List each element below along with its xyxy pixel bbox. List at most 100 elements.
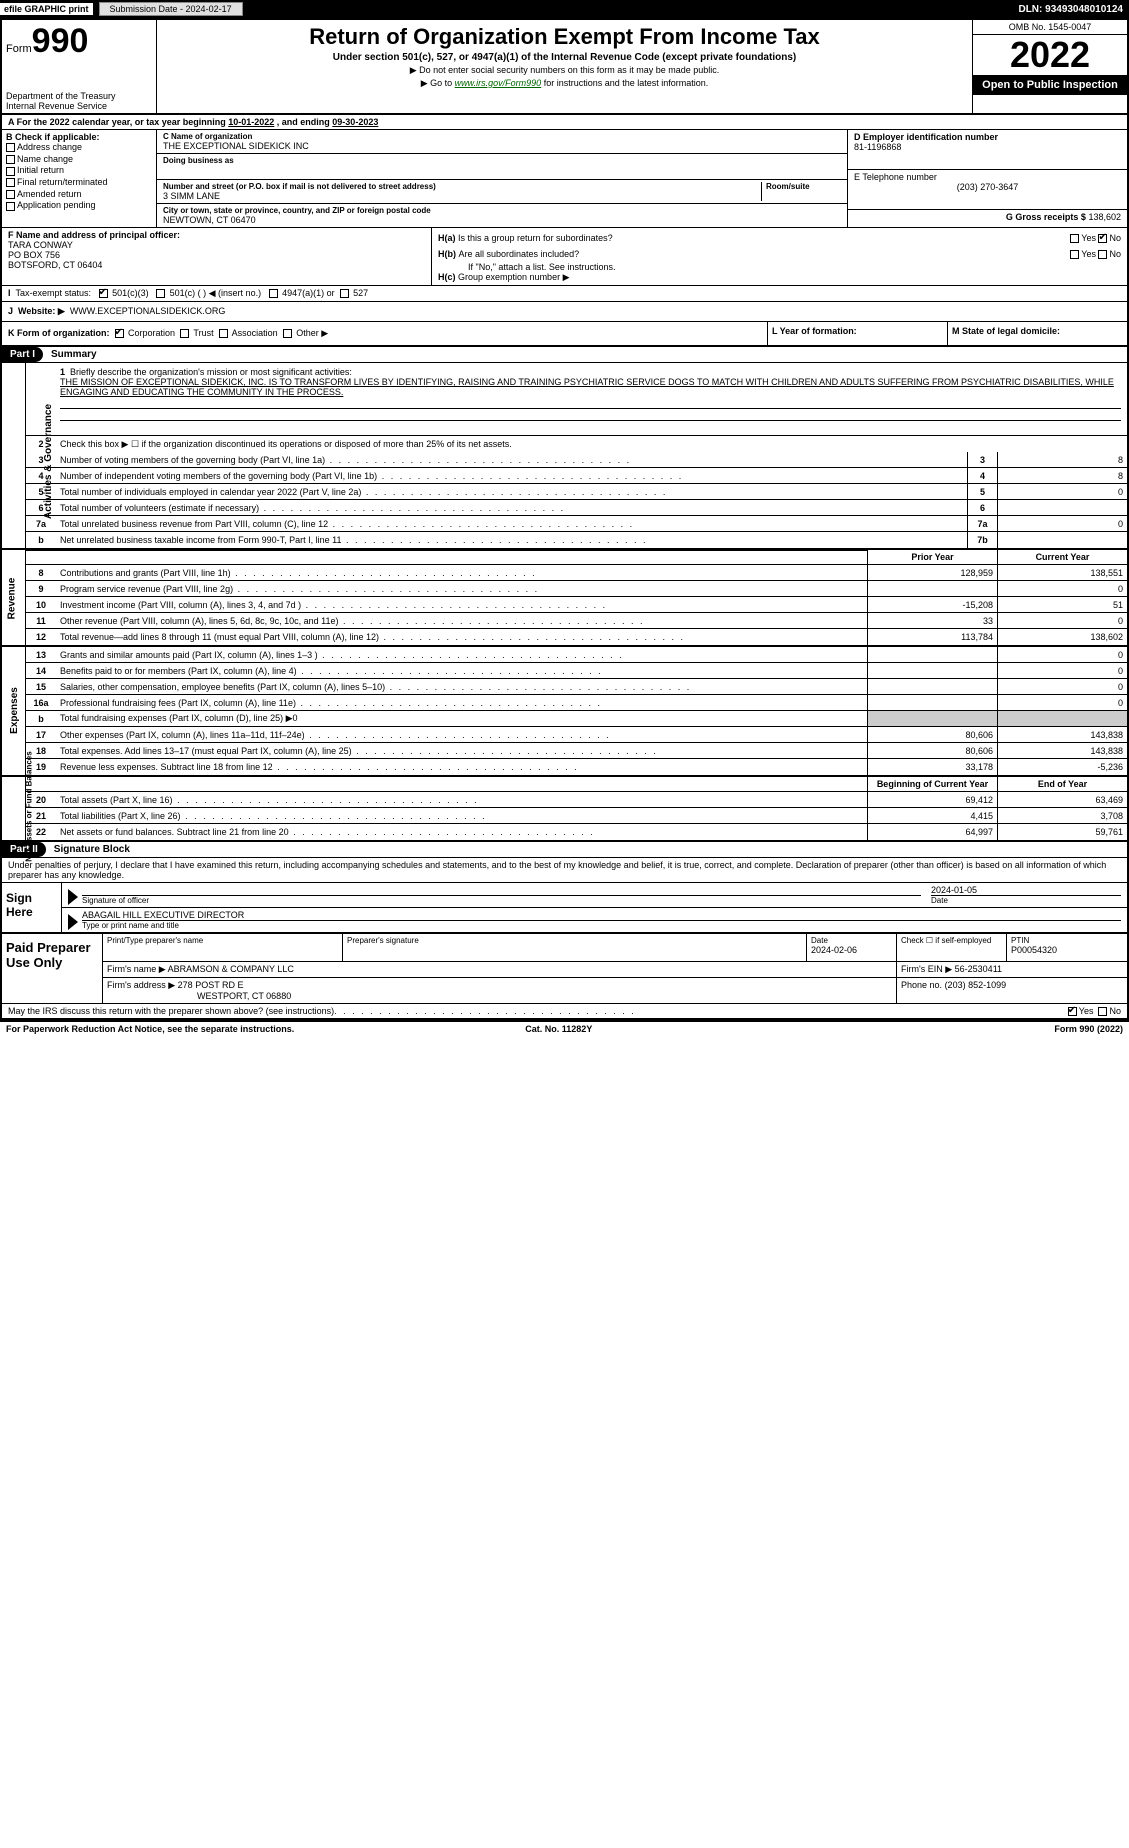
ha-no[interactable]: No <box>1098 233 1121 243</box>
page-footer: For Paperwork Reduction Act Notice, see … <box>0 1020 1129 1036</box>
line-6: 6 Total number of volunteers (estimate i… <box>26 500 1127 516</box>
line-15: 15 Salaries, other compensation, employe… <box>26 679 1127 695</box>
line-19: 19 Revenue less expenses. Subtract line … <box>26 759 1127 775</box>
line-b: b Net unrelated business taxable income … <box>26 532 1127 548</box>
line-3: 3 Number of voting members of the govern… <box>26 452 1127 468</box>
dba-label: Doing business as <box>163 156 841 165</box>
firm-ein: 56-2530411 <box>955 964 1002 974</box>
firm-name: ABRAMSON & COMPANY LLC <box>168 964 294 974</box>
date-label: Date <box>931 895 1121 905</box>
line-2: 2Check this box ▶ ☐ if the organization … <box>26 436 1127 452</box>
firm-name-label: Firm's name ▶ <box>107 964 166 974</box>
gross-value: 138,602 <box>1088 212 1121 222</box>
footer-left: For Paperwork Reduction Act Notice, see … <box>6 1024 294 1034</box>
cb-527[interactable]: 527 <box>340 288 369 299</box>
cb-501c3[interactable]: 501(c)(3) <box>99 288 149 299</box>
box-h: H(a) Is this a group return for subordin… <box>432 228 1127 285</box>
row-f-h: F Name and address of principal officer:… <box>2 228 1127 286</box>
firm-ein-label: Firm's EIN ▶ <box>901 964 952 974</box>
period-pre: A For the 2022 calendar year, or tax yea… <box>8 117 228 127</box>
box-b-label: B Check if applicable: <box>6 132 152 142</box>
website-value: WWW.EXCEPTIONALSIDEKICK.ORG <box>70 306 226 316</box>
line-b: b Total fundraising expenses (Part IX, c… <box>26 711 1127 727</box>
ein-label: D Employer identification number <box>854 132 1121 142</box>
q1-num: 1 <box>60 367 65 377</box>
line-9: 9 Program service revenue (Part VIII, li… <box>26 581 1127 597</box>
ein-value: 81-1196868 <box>854 142 1121 152</box>
hc-question: Group exemption number ▶ <box>458 272 569 282</box>
cb-name-change[interactable]: Name change <box>6 154 152 166</box>
form-number: Form990 <box>6 22 152 61</box>
phone-label: E Telephone number <box>854 172 1121 182</box>
cb-other[interactable]: Other ▶ <box>283 328 328 338</box>
line-7a: 7a Total unrelated business revenue from… <box>26 516 1127 532</box>
cb-amended[interactable]: Amended return <box>6 189 152 201</box>
officer-name: TARA CONWAY <box>8 240 425 250</box>
prep-row-2: Firm's name ▶ ABRAMSON & COMPANY LLC Fir… <box>103 962 1127 978</box>
state-domicile-label: M State of legal domicile: <box>952 326 1060 336</box>
row-j: J Website: ▶ WWW.EXCEPTIONALSIDEKICK.ORG <box>2 302 1127 322</box>
line-20: 20 Total assets (Part X, line 16) 69,412… <box>26 792 1127 808</box>
rev-col-header: Prior Year Current Year <box>26 550 1127 565</box>
ha-question: Is this a group return for subordinates? <box>458 233 1070 243</box>
irs-label: Internal Revenue Service <box>6 101 152 111</box>
hb-yes[interactable]: Yes <box>1070 249 1096 259</box>
line-4: 4 Number of independent voting members o… <box>26 468 1127 484</box>
side-net-label: Net Assets or Fund Balances <box>25 751 34 861</box>
col-begin: Beginning of Current Year <box>867 777 997 791</box>
cb-application-pending[interactable]: Application pending <box>6 200 152 212</box>
self-employed[interactable]: Check ☐ if self-employed <box>897 934 1007 961</box>
part1-title: Summary <box>43 349 97 360</box>
city-cell: City or town, state or province, country… <box>157 204 847 227</box>
cb-final-return[interactable]: Final return/terminated <box>6 177 152 189</box>
link-pre: ▶ Go to <box>421 78 455 88</box>
cb-501c[interactable]: 501(c) ( ) ◀ (insert no.) <box>156 288 261 299</box>
line-13: 13 Grants and similar amounts paid (Part… <box>26 647 1127 663</box>
hb-no[interactable]: No <box>1098 249 1121 259</box>
box-d-e-g: D Employer identification number 81-1196… <box>847 130 1127 227</box>
discuss-no[interactable]: No <box>1098 1006 1121 1016</box>
ha-label: H(a) <box>438 233 456 243</box>
net-content: Beginning of Current Year End of Year 20… <box>26 777 1127 840</box>
sig-date: 2024-01-05 <box>931 885 1121 895</box>
cb-initial-return[interactable]: Initial return <box>6 165 152 177</box>
submission-date-button[interactable]: Submission Date - 2024-02-17 <box>99 2 243 16</box>
line-18: 18 Total expenses. Add lines 13–17 (must… <box>26 743 1127 759</box>
col-prior: Prior Year <box>867 550 997 564</box>
declaration-text: Under penalties of perjury, I declare th… <box>2 858 1127 883</box>
revenue-section: Revenue Prior Year Current Year 8 Contri… <box>2 550 1127 647</box>
org-name-label: C Name of organization <box>163 132 841 141</box>
phone-value: (203) 270-3647 <box>854 182 1121 192</box>
side-ag-label: Activities & Governance <box>43 403 54 518</box>
discuss-yes[interactable]: Yes <box>1068 1006 1094 1016</box>
ha-yes[interactable]: Yes <box>1070 233 1096 243</box>
street-value: 3 SIMM LANE <box>163 191 761 201</box>
line-12: 12 Total revenue—add lines 8 through 11 … <box>26 629 1127 645</box>
line-22: 22 Net assets or fund balances. Subtract… <box>26 824 1127 840</box>
col-end: End of Year <box>997 777 1127 791</box>
q1-label: Briefly describe the organization's miss… <box>70 367 352 377</box>
sign-here-row: Sign Here Signature of officer 2024-01-0… <box>2 883 1127 933</box>
net-assets-section: Net Assets or Fund Balances Beginning of… <box>2 777 1127 842</box>
paid-preparer-label: Paid Preparer Use Only <box>2 934 102 1003</box>
phone-cell: E Telephone number (203) 270-3647 <box>848 170 1127 210</box>
cb-4947[interactable]: 4947(a)(1) or <box>269 288 335 299</box>
cb-trust[interactable]: Trust <box>180 328 214 338</box>
i-label: I <box>8 288 11 299</box>
header-right: OMB No. 1545-0047 2022 Open to Public In… <box>972 20 1127 113</box>
cb-corp[interactable]: Corporation <box>115 328 176 338</box>
header-left: Form990 Department of the Treasury Inter… <box>2 20 157 113</box>
prep-date-label: Date <box>811 936 892 945</box>
street-cell: Number and street (or P.O. box if mail i… <box>157 180 847 204</box>
org-name: THE EXCEPTIONAL SIDEKICK INC <box>163 141 841 151</box>
omb-number: OMB No. 1545-0047 <box>973 20 1127 35</box>
irs-link[interactable]: www.irs.gov/Form990 <box>455 78 542 88</box>
top-bar: efile GRAPHIC print Submission Date - 20… <box>0 0 1129 18</box>
cb-address-change[interactable]: Address change <box>6 142 152 154</box>
line-14: 14 Benefits paid to or for members (Part… <box>26 663 1127 679</box>
firm-phone: (203) 852-1099 <box>945 980 1007 990</box>
header-middle: Return of Organization Exempt From Incom… <box>157 20 972 113</box>
cb-assoc[interactable]: Association <box>219 328 278 338</box>
rev-content: Prior Year Current Year 8 Contributions … <box>26 550 1127 645</box>
open-to-public: Open to Public Inspection <box>973 75 1127 95</box>
